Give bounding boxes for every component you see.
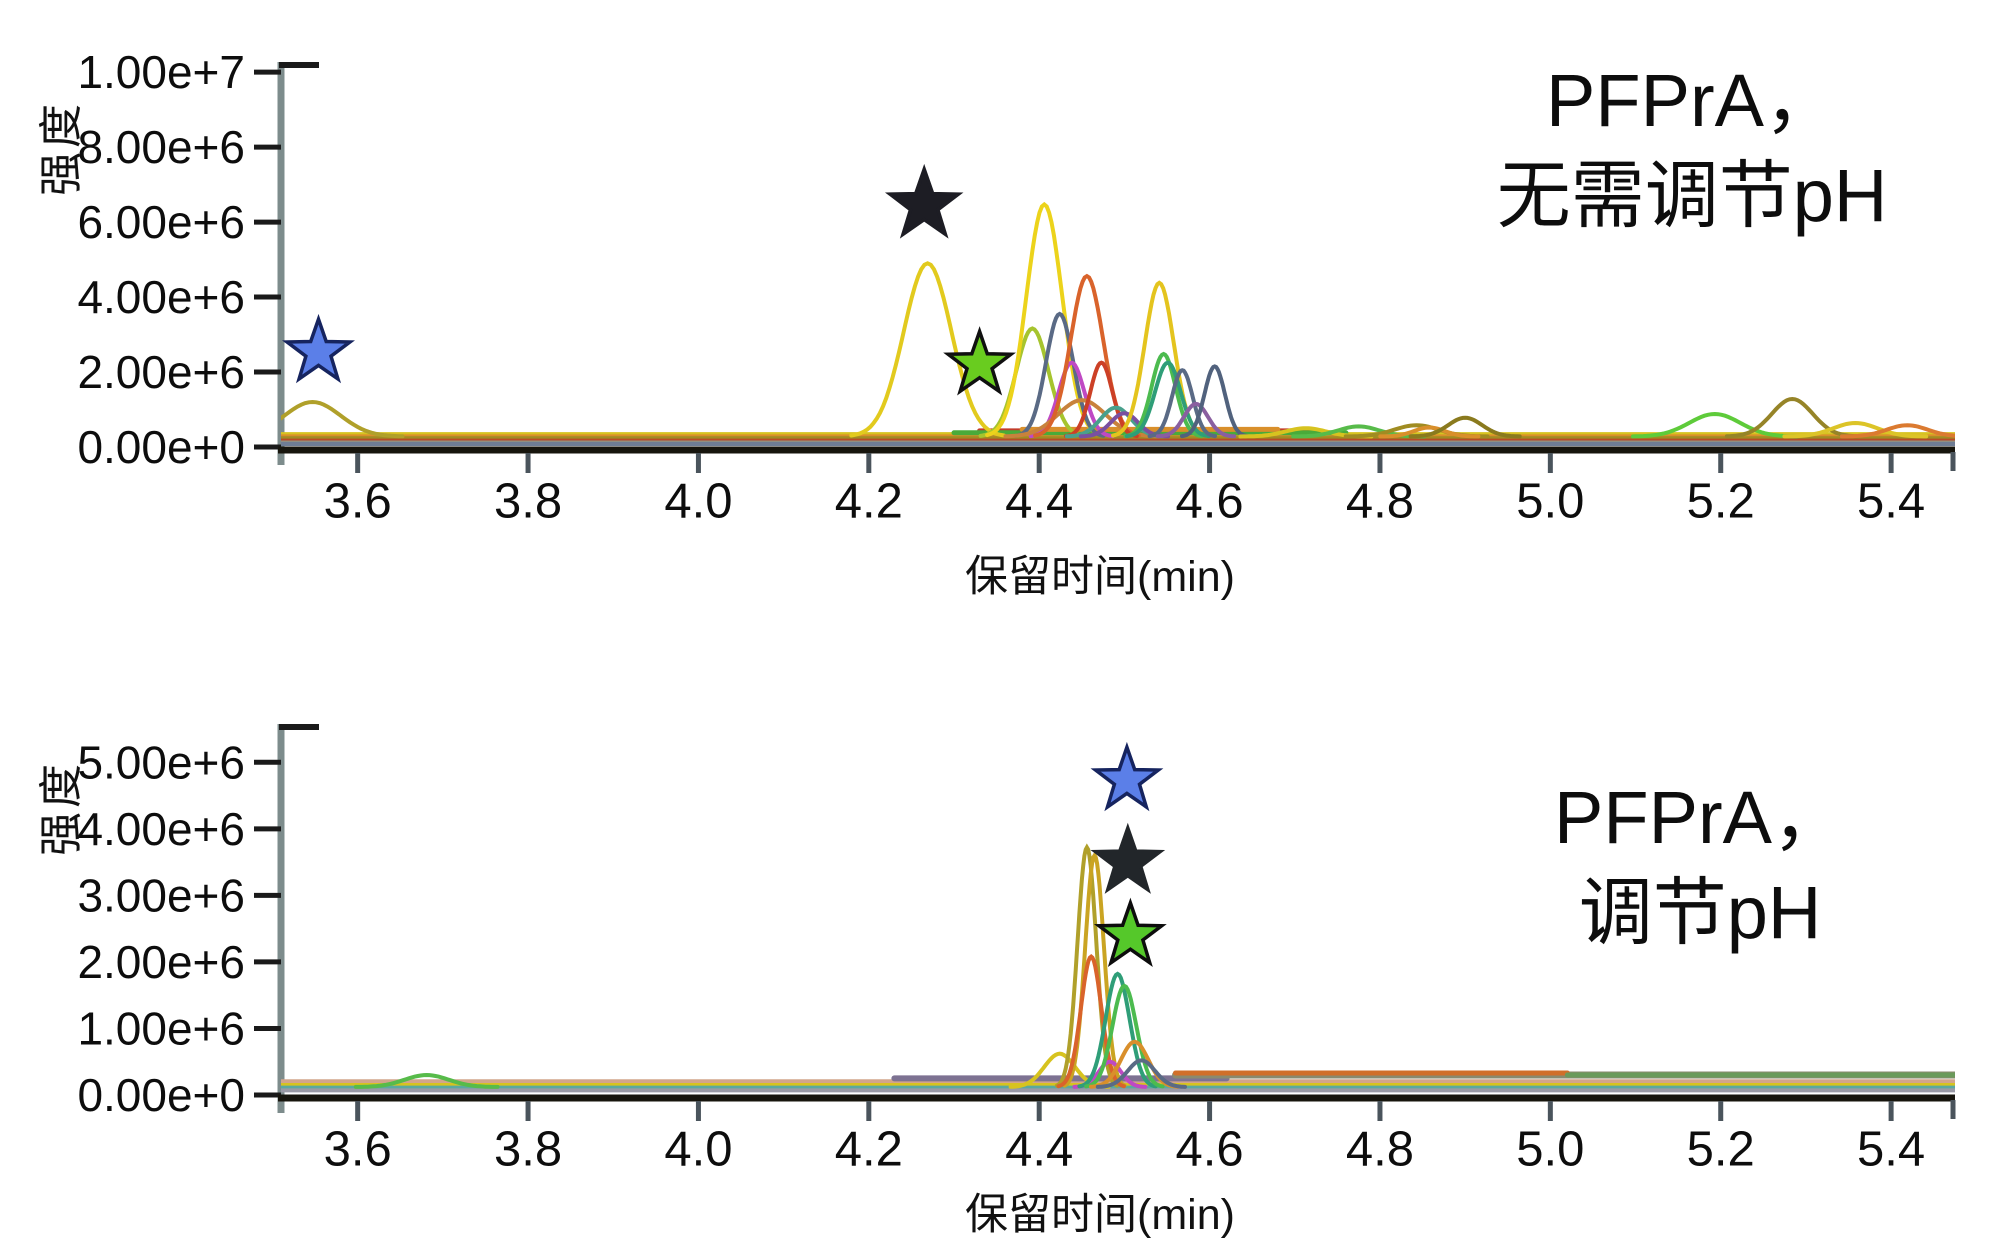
y-tick-label: 8.00e+6	[77, 121, 245, 173]
chart-title-bottom-line1: PFPrA，	[1554, 776, 1846, 859]
x-tick-label: 5.4	[1857, 474, 1925, 528]
y-axis-label-bottom: 强度	[37, 760, 86, 856]
peak-trace	[1378, 425, 1481, 439]
chart-title-top-line2: 无需调节pH	[1496, 154, 1888, 237]
chart-title-bottom: PFPrA， 调节pH	[1554, 770, 1846, 960]
x-tick-label: 3.6	[324, 1122, 392, 1176]
y-tick-label: 1.00e+7	[77, 46, 245, 98]
peak-trace	[1147, 368, 1217, 439]
y-tick-label: 6.00e+6	[77, 196, 245, 248]
x-tick-label: 4.8	[1346, 1122, 1414, 1176]
x-tick-label: 4.4	[1005, 474, 1073, 528]
blue-star-marker	[1090, 741, 1164, 812]
black-star-marker	[884, 163, 964, 239]
peak-trace	[1014, 311, 1106, 438]
x-tick-label: 4.2	[835, 474, 903, 528]
x-tick-label: 5.2	[1687, 1122, 1755, 1176]
x-tick-label: 5.0	[1516, 474, 1584, 528]
x-tick-label: 4.0	[664, 1122, 732, 1176]
chart-bottom: 5.00e+6 4.00e+6 3.00e+6 2.00e+6 1.00e+6 0.00e…	[77, 724, 1956, 1176]
x-tick-label: 5.0	[1516, 1122, 1584, 1176]
chart-title-top: PFPrA， 无需调节pH	[1497, 53, 1888, 243]
x-axis-label-bottom: 保留时间(min)	[965, 1191, 1235, 1239]
y-tick-label: 5.00e+6	[77, 736, 245, 788]
peak-trace	[1782, 420, 1929, 439]
peak-trace	[281, 399, 405, 439]
x-axis-label-top: 保留时间(min)	[965, 553, 1235, 601]
trace-group	[281, 843, 1955, 1093]
green-star-marker	[943, 326, 1016, 396]
x-tick-label: 3.8	[494, 1122, 562, 1176]
chart-top: 1.00e+7 8.00e+6 6.00e+6 4.00e+6 2.00e+6 0.00e…	[77, 46, 1956, 528]
x-tick-label: 4.2	[835, 1122, 903, 1176]
x-tick-label: 4.6	[1176, 1122, 1244, 1176]
y-tick-label: 2.00e+6	[77, 346, 245, 398]
chart-title-top-line1: PFPrA，	[1546, 59, 1838, 142]
x-tick-label: 4.6	[1176, 474, 1244, 528]
trace-group	[281, 201, 1955, 447]
peak-trace	[1155, 401, 1237, 439]
x-tick-label: 3.8	[494, 474, 562, 528]
peak-trace	[1724, 396, 1860, 439]
peak-trace	[1123, 351, 1204, 438]
black-star-marker	[1090, 822, 1166, 894]
peak-trace	[1839, 423, 1955, 439]
y-tick-label: 3.00e+6	[77, 869, 245, 921]
peak-trace	[849, 261, 1006, 438]
y-tick-label: 4.00e+6	[77, 271, 245, 323]
peak-trace	[353, 1072, 500, 1089]
x-tick-label: 3.6	[324, 474, 392, 528]
y-axis-label-top: 强度	[37, 100, 86, 196]
y-tick-label: 4.00e+6	[77, 803, 245, 855]
peak-trace	[1077, 971, 1158, 1089]
peak-trace	[1084, 983, 1165, 1089]
x-tick-label: 4.4	[1005, 1122, 1073, 1176]
x-tick-label: 5.2	[1687, 474, 1755, 528]
peak-trace	[1408, 415, 1522, 439]
peak-trace	[1180, 364, 1250, 439]
y-tick-label: 1.00e+6	[77, 1002, 245, 1054]
peak-trace	[1631, 411, 1799, 439]
blue-star-marker	[282, 313, 355, 384]
y-tick-label: 0.00e+0	[77, 1069, 245, 1121]
x-tick-label: 4.8	[1346, 474, 1414, 528]
y-tick-label: 2.00e+6	[77, 936, 245, 988]
green-star-marker	[1093, 897, 1167, 968]
x-tick-label: 4.0	[664, 474, 732, 528]
peak-trace	[1095, 1058, 1187, 1089]
x-tick-label: 5.4	[1857, 1122, 1925, 1176]
y-tick-label: 0.00e+0	[77, 421, 245, 473]
chart-title-bottom-line2: 调节pH	[1578, 871, 1822, 954]
